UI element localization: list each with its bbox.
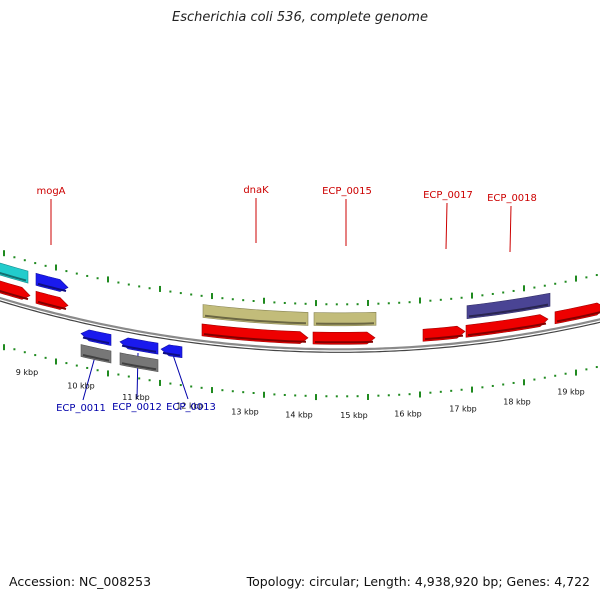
feature-shadow — [467, 322, 547, 337]
scale-label: 11 kbp — [122, 393, 150, 402]
feature-shadow — [82, 336, 110, 345]
feature-body — [119, 352, 159, 372]
feature-ecp_0013 — [160, 344, 183, 359]
feature-shadow — [0, 271, 27, 282]
feature-cds — [465, 314, 549, 338]
feature-ecp_0018 — [466, 292, 551, 320]
feature-label: ECP_0017 — [423, 190, 473, 201]
feature-shadow — [204, 314, 307, 325]
feature-ecp_0017 — [422, 325, 466, 342]
feature-cds — [312, 331, 376, 345]
feature-shadow — [556, 311, 600, 323]
scale-label: 10 kbp — [67, 382, 95, 391]
feature-shadow — [314, 340, 374, 344]
scale-label: 14 kbp — [285, 411, 313, 420]
scale-label: 13 kbp — [231, 407, 259, 416]
feature-cds — [554, 302, 600, 325]
feature-gene_gray — [80, 344, 112, 364]
feature-body — [0, 262, 29, 284]
feature-label: ECP_0011 — [56, 403, 106, 414]
feature-label: mogA — [36, 186, 65, 197]
feature-shadow — [468, 303, 549, 318]
topology-text: Topology: circular; Length: 4,938,920 bp… — [246, 574, 590, 589]
feature-shapes — [0, 262, 600, 372]
scale-label: 15 kbp — [340, 411, 368, 420]
accession-text: Accession: NC_008253 — [9, 574, 152, 589]
label-leader-lines — [50, 198, 512, 401]
leader-line — [82, 352, 97, 401]
feature-ecp_0012 — [119, 337, 159, 355]
feature-shadow — [424, 334, 464, 341]
scale-label: 18 kbp — [503, 397, 531, 406]
feature-body — [202, 304, 309, 326]
feature-shadow — [0, 289, 29, 301]
leader-line — [171, 351, 189, 400]
feature-gene_cyan — [0, 262, 29, 284]
feature-cds — [35, 290, 69, 310]
feature-body — [313, 311, 377, 327]
feature-ecp_0015 — [313, 311, 377, 327]
feature-moga — [35, 272, 69, 292]
feature-shadow — [315, 322, 375, 325]
feature-shadow — [162, 351, 181, 357]
backbone-line-inner — [0, 300, 600, 353]
feature-cds — [201, 323, 309, 344]
feature-body — [80, 344, 112, 364]
scale-labels: 9 kbp 10 kbp 11 kbp 12 kbp 13 kbp 14 kbp 15 kb… — [16, 368, 585, 420]
feature-body — [466, 292, 551, 320]
feature-labels: mogA dnaK ECP_0015 ECP_0018 ECP_0017 ECP_0011… — [36, 185, 536, 414]
leader-line — [509, 205, 512, 253]
genome-backbone — [0, 296, 600, 353]
feature-shadow — [203, 333, 307, 343]
feature-label: ECP_0012 — [112, 402, 162, 413]
feature-label: dnaK — [243, 185, 269, 196]
feature-body — [35, 272, 69, 292]
feature-label: ECP_0015 — [322, 186, 372, 197]
feature-shadow — [121, 362, 157, 371]
feature-ecp_0011 — [80, 329, 112, 346]
feature-label: ECP_0018 — [487, 193, 537, 204]
scale-label: 16 kbp — [394, 409, 422, 418]
leader-line — [445, 202, 448, 250]
feature-shadow — [37, 282, 67, 292]
feature-shadow — [82, 354, 110, 362]
feature-shadow — [121, 344, 157, 353]
tick-marks — [3, 250, 598, 401]
map-title: Escherichia coli 536, complete genome — [172, 10, 428, 25]
scale-label: 19 kbp — [557, 388, 585, 397]
feature-shadow — [37, 300, 67, 310]
scale-label: 9 kbp — [16, 368, 38, 377]
feature-label: ECP_0013 — [166, 402, 216, 413]
feature-body — [35, 290, 69, 310]
feature-cds — [0, 280, 31, 301]
scale-label: 17 kbp — [449, 405, 477, 414]
feature-dnak — [202, 304, 309, 326]
feature-gene_gray — [119, 352, 159, 372]
scale-label: 12 kbp — [176, 401, 204, 410]
backbone-line-outer — [0, 296, 600, 351]
